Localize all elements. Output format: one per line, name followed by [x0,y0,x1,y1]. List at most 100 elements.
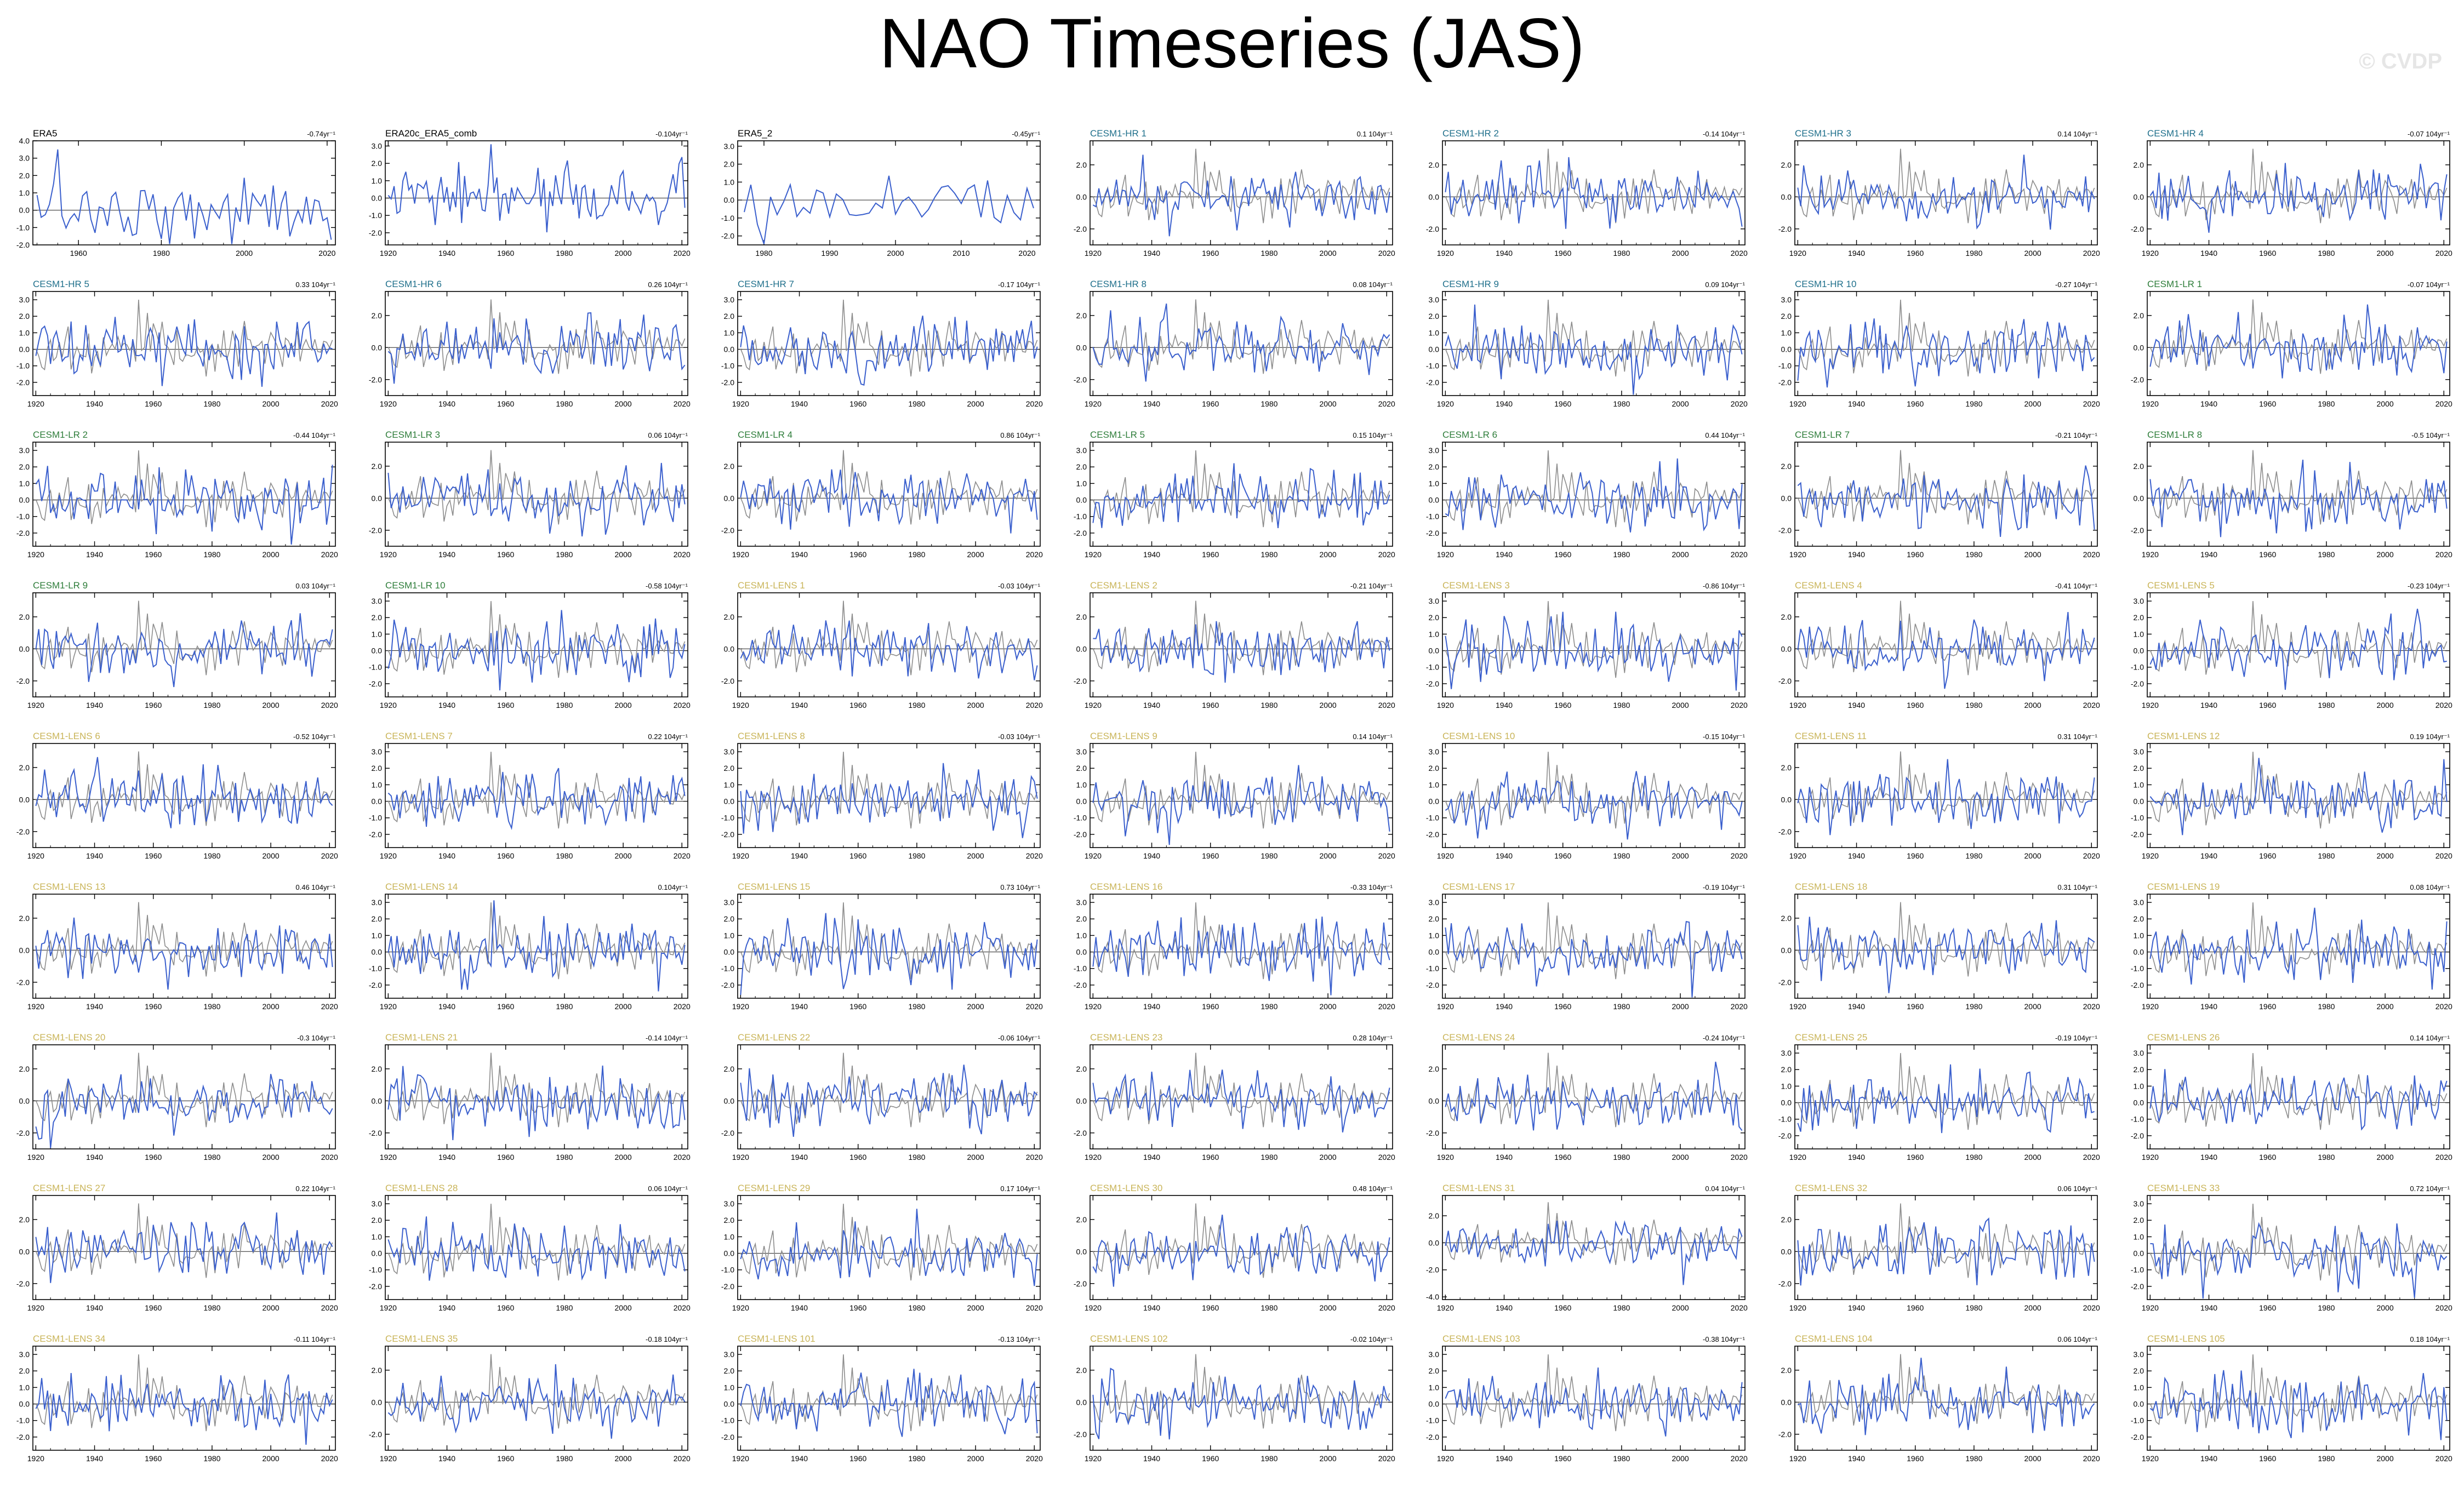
nao-series-line [1445,1061,1743,1131]
nao-series-line [1797,318,2095,388]
x-tick-label: 1980 [1965,1002,1982,1011]
nao-series-line [1092,1368,1390,1440]
y-tick-label: 0.0 [19,1096,30,1105]
x-tick-label: 2020 [1378,851,1395,860]
y-tick-label: 3.0 [372,597,383,605]
y-tick-label: -2.0 [16,529,30,537]
x-tick-label: 2000 [263,1002,280,1011]
x-tick-label: 1960 [145,701,162,710]
y-tick-label: 1.0 [19,188,30,197]
nao-series-line [35,1373,333,1445]
y-tick-label: 3.0 [1429,747,1440,756]
panel-title: CESM1-HR 4 [2147,128,2204,139]
panel-frame [2147,442,2450,547]
panel-title: CESM1-LR 2 [33,430,88,440]
nao-series-line [1797,759,2095,836]
x-tick-label: 2020 [1378,1303,1395,1312]
x-tick-label: 2020 [2436,851,2452,860]
panel-frame [1090,592,1393,697]
y-tick-label: -1.0 [1074,814,1087,822]
x-tick-label: 1940 [1143,550,1160,559]
x-tick-label: 1960 [145,1153,162,1162]
panel: CESM1-LR 2 -0.44 104yr⁻¹ 3.0 2.0 1.0 0.0 -1.0 -… [16,430,338,559]
panel-trend: 0.104yr⁻¹ [658,883,688,891]
panel-frame [2147,743,2450,848]
x-tick-label: 2000 [1672,851,1689,860]
x-tick-label: 1980 [1613,1303,1630,1312]
x-tick-label: 1960 [2259,399,2276,408]
nao-series-line [35,613,333,688]
y-tick-label: -2.0 [1426,1433,1439,1441]
x-tick-label: 1940 [1143,701,1160,710]
x-tick-label: 1960 [1907,1153,1924,1162]
y-tick-label: 1.0 [372,780,383,789]
x-tick-label: 1920 [1437,1303,1454,1312]
y-tick-label: 3.0 [19,1350,30,1359]
observed-reference-line [1092,148,1390,224]
x-tick-label: 1980 [556,1153,573,1162]
x-tick-label: 2020 [2436,1454,2452,1463]
x-tick-label: 1980 [556,1303,573,1312]
y-tick-label: 2.0 [1076,311,1087,320]
y-tick-label: 1.0 [2134,1383,2144,1392]
x-tick-label: 1960 [1554,1303,1571,1312]
y-tick-label: 3.0 [2134,898,2144,907]
panel-frame [32,894,336,999]
panel: CESM1-LENS 16 -0.33 104yr⁻¹ 3.0 2.0 1.0 0.0 -1… [1074,882,1395,1011]
panel-title: CESM1-LENS 105 [2147,1334,2225,1344]
observed-reference-line [1092,1052,1390,1128]
x-tick-label: 1920 [1437,249,1454,258]
y-tick-label: 1.0 [1429,630,1440,638]
nao-series-line [1092,916,1390,995]
panel-trend: 0.22 104yr⁻¹ [295,1185,335,1193]
x-tick-label: 2000 [236,249,253,258]
x-tick-label: 2000 [1672,1002,1689,1011]
y-tick-label: 0.0 [19,1400,30,1409]
x-tick-label: 1940 [791,550,808,559]
x-tick-label: 1960 [1907,1002,1924,1011]
y-tick-label: -2.0 [2131,981,2144,989]
observed-reference-line [1445,902,1743,980]
observed-reference-line [387,450,686,525]
y-tick-label: 2.0 [1781,1065,1792,1074]
nao-series-line [740,1209,1038,1286]
nao-series-line [1797,1358,2095,1435]
panel: CESM1-HR 9 0.09 104yr⁻¹ 3.0 2.0 1.0 0.0 -1.0 -2… [1426,279,1748,408]
panel-frame [2147,1346,2450,1451]
panel: CESM1-HR 4 -0.07 104yr⁻¹ 2.0 0.0 -2.0 1920 194… [2131,128,2452,258]
panel-title: CESM1-LENS 34 [33,1334,105,1344]
observed-reference-line [2149,450,2448,525]
x-tick-label: 1980 [556,701,573,710]
y-tick-label: -1.0 [1778,362,1792,370]
panel-frame [1442,743,1746,848]
y-tick-label: -2.0 [369,1129,382,1137]
x-tick-label: 2000 [967,851,984,860]
observed-reference-line [1797,1053,2095,1130]
panel-trend: 0.28 104yr⁻¹ [1353,1034,1393,1042]
y-tick-label: 2.0 [1076,613,1087,621]
panel-trend: -0.15 104yr⁻¹ [1703,733,1746,741]
x-tick-label: 2020 [1731,1002,1748,1011]
x-tick-label: 1940 [791,399,808,408]
y-tick-label: 2.0 [19,462,30,471]
panel-title: CESM1-LENS 31 [1442,1183,1515,1193]
y-tick-label: 0.0 [19,1247,30,1256]
x-tick-label: 2000 [263,851,280,860]
x-tick-label: 1920 [2142,1303,2159,1312]
x-tick-label: 2020 [1026,550,1043,559]
x-tick-label: 2020 [1731,701,1748,710]
panel-frame [1442,291,1746,396]
x-tick-label: 2020 [1378,550,1395,559]
x-tick-label: 1920 [1437,399,1454,408]
x-tick-label: 2000 [2024,550,2041,559]
x-tick-label: 1960 [2259,1454,2276,1463]
panel-trend: -0.14 104yr⁻¹ [1703,130,1746,138]
y-tick-label: 2.0 [372,1366,383,1375]
y-tick-label: 3.0 [1076,898,1087,907]
y-tick-label: 0.0 [1076,948,1087,957]
panel-trend: -0.44 104yr⁻¹ [293,431,336,439]
y-tick-label: 1.0 [1429,1383,1440,1392]
x-tick-label: 2020 [2083,1002,2100,1011]
y-tick-label: 1.0 [1781,328,1792,337]
panel-title: CESM1-LENS 27 [33,1183,105,1193]
